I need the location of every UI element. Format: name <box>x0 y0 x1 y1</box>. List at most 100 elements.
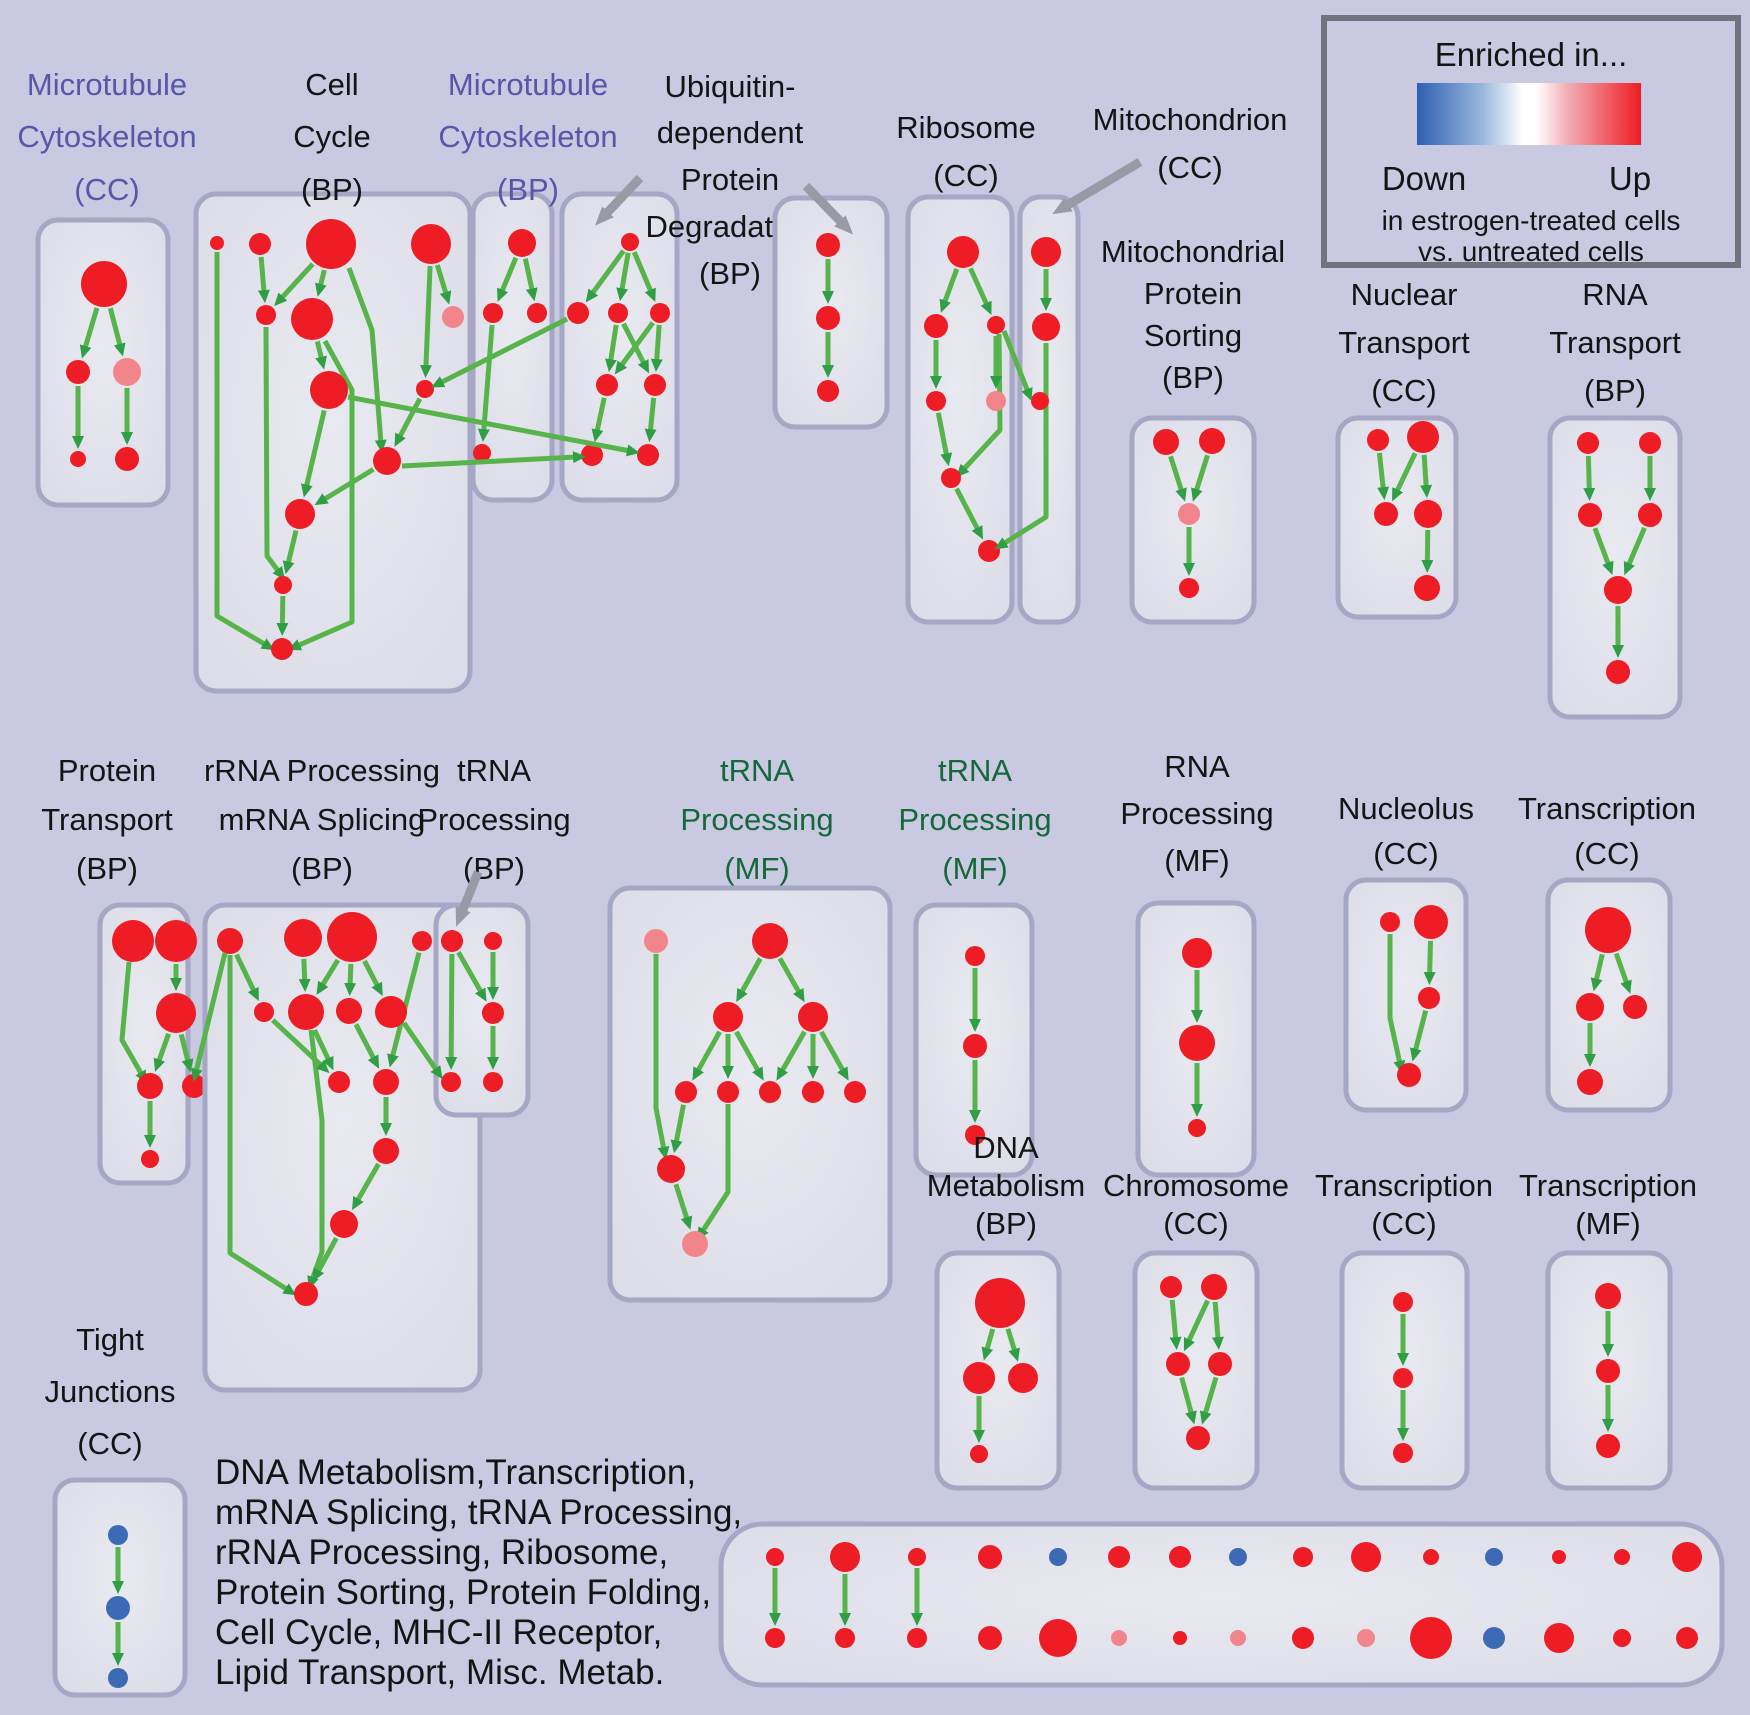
go-term-node <box>1229 1548 1247 1566</box>
go-term-node <box>1577 1069 1603 1095</box>
go-term-node <box>1201 1274 1227 1300</box>
go-term-node <box>621 233 639 251</box>
go-term-node <box>1199 428 1225 454</box>
misc-note-line: DNA Metabolism,Transcription, <box>215 1453 696 1492</box>
go-term-node <box>182 1074 206 1098</box>
cluster-label-cell-cycle-bp: Cell <box>305 67 358 102</box>
go-term-node <box>1596 1359 1620 1383</box>
cluster-label-mitochondrion-cc: (CC) <box>1157 150 1222 185</box>
go-term-node <box>115 447 139 471</box>
go-term-node <box>986 391 1006 411</box>
go-term-node <box>1393 1368 1413 1388</box>
go-term-node <box>941 468 961 488</box>
legend-box <box>1321 15 1741 268</box>
go-term-node <box>1351 1542 1381 1572</box>
edge-arrow <box>653 954 670 1160</box>
cluster-label-transcription-mf: (MF) <box>1575 1206 1640 1241</box>
go-term-node <box>965 946 985 966</box>
cluster-label-ubiquitin-degradation-bp-a: Protein <box>681 162 779 197</box>
go-term-node <box>963 1362 995 1394</box>
edge-arrow <box>1613 952 1632 994</box>
cluster-label-nucleolus-cc: (CC) <box>1373 836 1438 871</box>
go-term-node <box>766 1548 784 1566</box>
go-term-node <box>963 1034 987 1058</box>
edge-arrow <box>939 268 960 313</box>
cluster-label-ribosome-cc: (CC) <box>933 158 998 193</box>
go-term-node <box>155 920 197 962</box>
gray-pointer-arrow <box>802 182 854 235</box>
edge-arrow <box>819 1030 849 1081</box>
cluster-transcription-cc-mid: Transcription (CC) <box>1518 791 1696 1113</box>
cluster-label-nuclear-transport-cc: Transport <box>1338 325 1470 360</box>
cluster-label-trna-processing-mf-small: (MF) <box>942 851 1007 886</box>
edge-arrow <box>522 258 538 302</box>
cluster-label-mitochondrial-protein-sorting-bp: (BP) <box>1162 360 1224 395</box>
edge-arrow <box>271 1018 330 1074</box>
go-term-node <box>907 1628 927 1648</box>
edge-arrow <box>234 953 259 1002</box>
go-term-node <box>373 447 401 475</box>
go-term-node <box>1623 995 1647 1019</box>
edge-arrow <box>153 1032 171 1072</box>
go-term-node <box>473 444 491 462</box>
go-term-node <box>1293 1547 1313 1567</box>
go-term-node <box>978 540 1000 562</box>
edge-arrow <box>777 957 805 1003</box>
edge-arrow <box>1423 940 1436 986</box>
edge-arrow <box>353 1023 380 1069</box>
go-term-node <box>657 1155 685 1183</box>
go-term-node <box>596 374 618 396</box>
cluster-nuclear-transport-cc: Nuclear Transport (CC) <box>1335 277 1470 620</box>
go-term-node <box>256 305 276 325</box>
go-term-node <box>156 993 196 1033</box>
go-term-node <box>1407 421 1439 453</box>
go-term-node <box>1179 578 1199 598</box>
edge-arrow <box>298 958 311 993</box>
go-term-node <box>1393 1443 1413 1463</box>
go-term-node <box>1108 1546 1130 1568</box>
cluster-label-trna-processing-mf-large: tRNA <box>720 753 794 788</box>
go-term-node <box>567 302 589 324</box>
edge-arrow <box>346 267 387 453</box>
edge-arrow <box>1169 1299 1182 1351</box>
cluster-label-mitochondrial-protein-sorting-bp: Protein <box>1144 276 1242 311</box>
edge-arrow <box>274 262 315 307</box>
edge-arrow <box>1590 953 1605 992</box>
go-term-node <box>508 229 536 257</box>
cluster-label-tight-junctions-cc: (CC) <box>77 1426 142 1461</box>
go-term-node <box>327 912 377 962</box>
go-term-node <box>1614 1549 1630 1565</box>
legend-subtitle-line2: vs. untreated cells <box>1418 236 1644 267</box>
edge-arrow <box>734 1030 764 1081</box>
cluster-label-mitochondrial-protein-sorting-bp: Mitochondrial <box>1101 234 1285 269</box>
go-term-node <box>411 224 451 264</box>
edge-arrow <box>1183 1299 1210 1352</box>
go-term-node <box>1008 1363 1038 1393</box>
go-term-node <box>1638 503 1662 527</box>
cluster-label-rna-transport-bp: (BP) <box>1584 373 1646 408</box>
cluster-label-ubiquitin-degradation-bp-a: Ubiquitin- <box>665 69 796 104</box>
legend-down-label: Down <box>1382 160 1466 197</box>
cluster-label-trna-processing-bp: Processing <box>417 802 570 837</box>
go-term-node <box>1178 503 1200 525</box>
cluster-cell-cycle-bp: Cell Cycle (BP) <box>193 67 473 694</box>
go-term-node <box>328 1071 350 1093</box>
cluster-label-transcription-mf: Transcription <box>1519 1168 1697 1203</box>
cluster-label-ubiquitin-degradation-bp-a: dependent <box>657 115 804 150</box>
go-term-node <box>717 1081 739 1103</box>
go-term-node <box>271 638 293 660</box>
edge-arrow <box>1409 1009 1429 1062</box>
cluster-rna-processing-mf: RNA Processing (MF) <box>1120 749 1274 1178</box>
cluster-box-protein-transport-bp <box>97 902 191 1186</box>
edge-arrow <box>644 397 657 443</box>
go-term-node <box>483 1072 503 1092</box>
go-term-node <box>288 994 324 1030</box>
cluster-label-microtubule-cytoskeleton-bp: Cytoskeleton <box>438 119 617 154</box>
edge-arrow <box>257 256 270 304</box>
go-term-node <box>217 928 243 954</box>
go-term-node <box>817 380 839 402</box>
go-term-node <box>1485 1548 1503 1566</box>
go-term-node <box>1039 1619 1077 1657</box>
